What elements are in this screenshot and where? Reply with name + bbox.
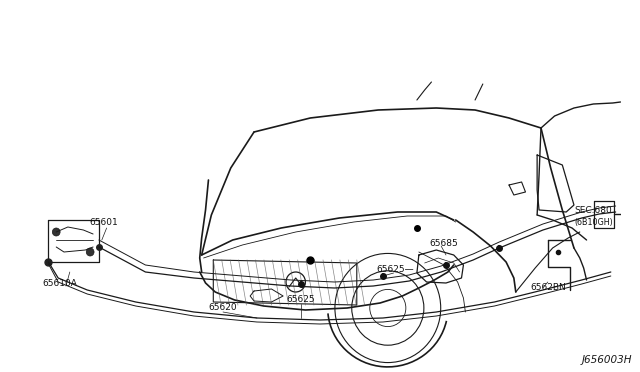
- Text: (6B10GH): (6B10GH): [574, 218, 612, 227]
- Text: 65601: 65601: [89, 218, 118, 227]
- Text: 65625: 65625: [286, 295, 315, 305]
- Text: 6562BN: 6562BN: [531, 283, 566, 292]
- Text: J656003H: J656003H: [582, 355, 632, 365]
- Text: 65685: 65685: [429, 238, 458, 247]
- Text: 65625—: 65625—: [376, 266, 414, 275]
- Text: 65620: 65620: [209, 304, 237, 312]
- Text: SEC.680: SEC.680: [574, 205, 612, 215]
- Circle shape: [86, 248, 94, 256]
- Circle shape: [52, 228, 60, 236]
- Text: 65610A: 65610A: [43, 279, 77, 288]
